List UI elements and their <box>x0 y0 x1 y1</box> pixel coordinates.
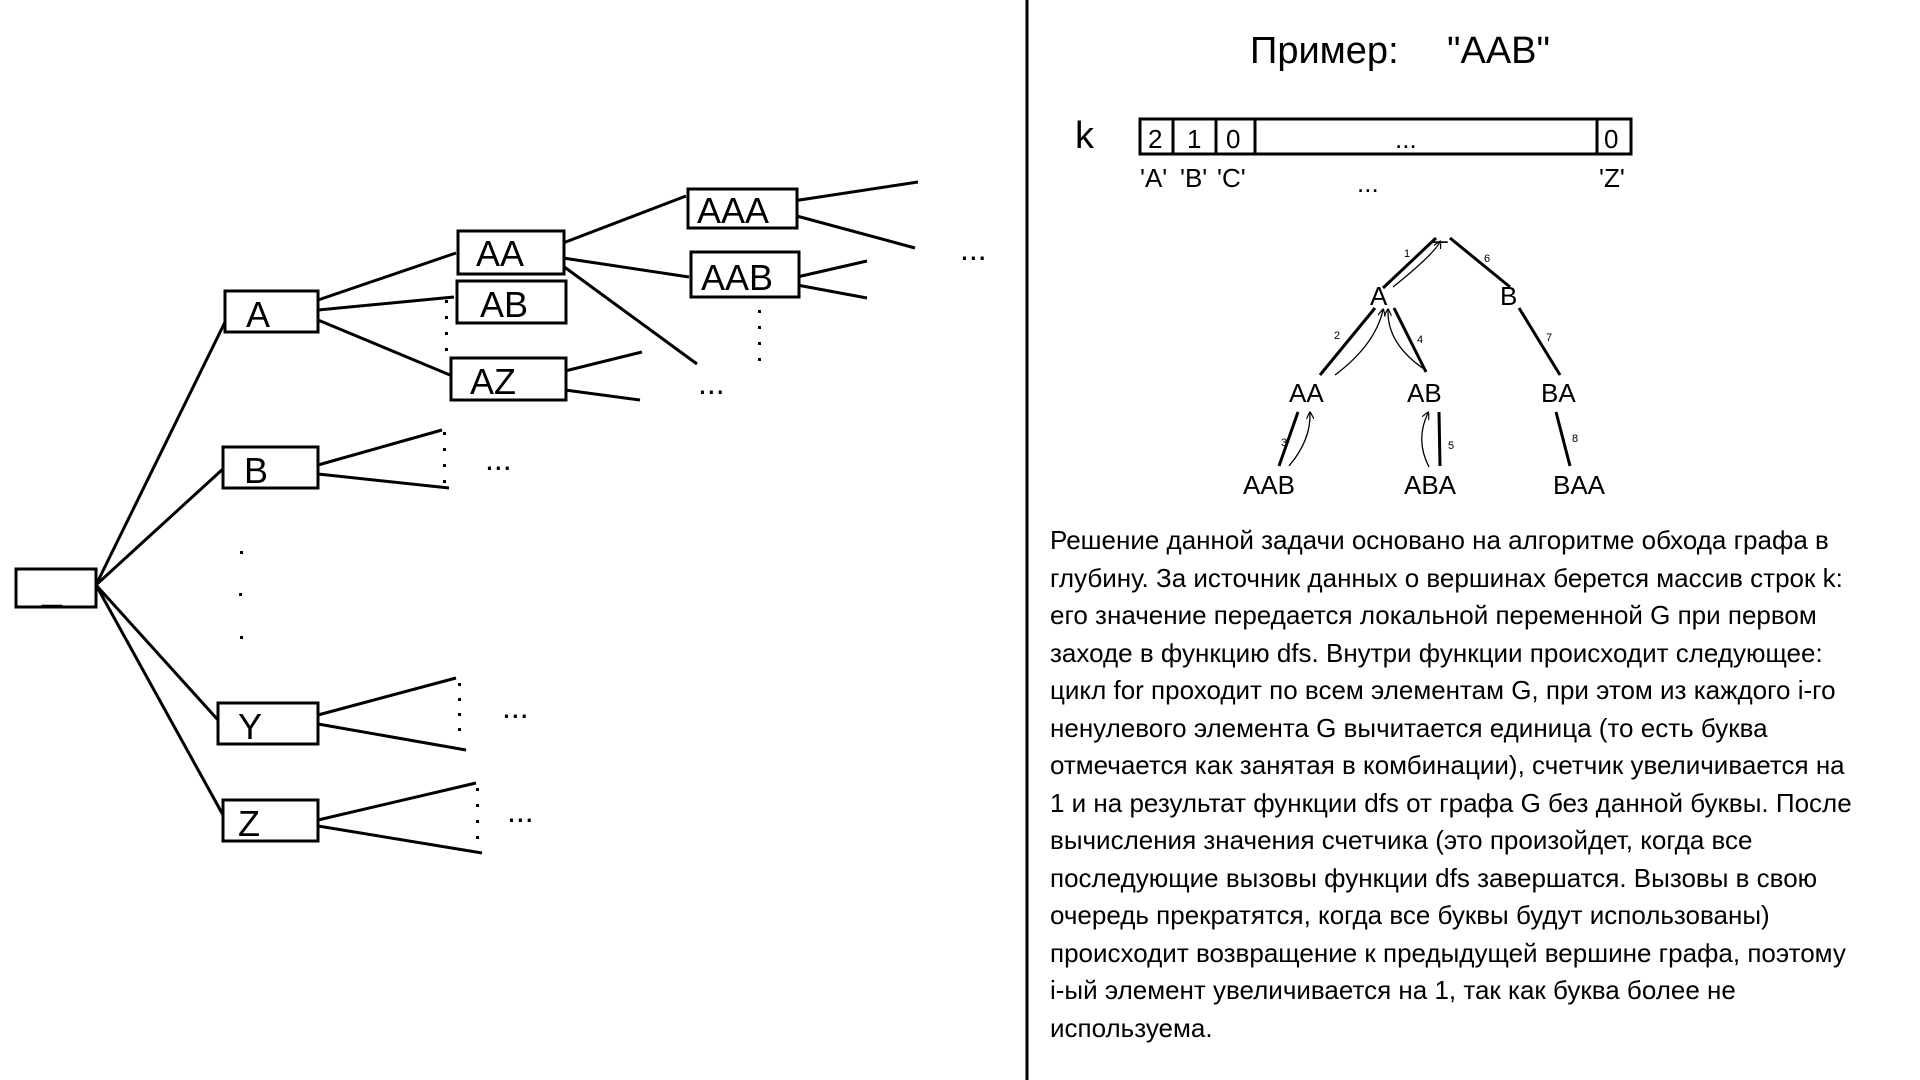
tree-node-aab-label: AAB <box>701 257 773 298</box>
dfs-edge-order-8: 8 <box>1572 433 1578 445</box>
tree-node-a-label: A <box>246 294 270 335</box>
description-line: очередь прекратятся, когда все буквы буд… <box>1050 900 1770 930</box>
tree-node-root-label: _ <box>41 567 63 608</box>
description-line: его значение передается локальной переме… <box>1050 600 1817 630</box>
tree-node-y-label: Y <box>238 706 262 747</box>
array-cell-b: 1 <box>1187 124 1201 154</box>
tree-node-aab <box>689 250 801 299</box>
index-label-b: 'B' <box>1180 163 1207 193</box>
tree-node-root <box>14 567 98 609</box>
description-line: i-ый элемент увеличивается на 1, так как… <box>1050 975 1736 1005</box>
description-line: происходит возвращение к предыдущей верш… <box>1050 937 1846 968</box>
index-label-a: 'A' <box>1140 163 1167 193</box>
example-value: "AAB" <box>1447 30 1550 72</box>
dfs-edge-order-7: 7 <box>1546 332 1552 344</box>
tree-node-a <box>223 289 320 334</box>
array-cell-a: 2 <box>1148 124 1162 154</box>
description-line: цикл for проходит по всем элементам G, п… <box>1050 675 1836 705</box>
tree-node-ab <box>455 279 568 325</box>
tree-ellipsis-aaa: ... <box>960 231 987 267</box>
array-cell-c: 0 <box>1226 124 1240 154</box>
tree-node-b-label: B <box>244 450 268 491</box>
dfs-edge-order-1: 1 <box>1404 248 1410 260</box>
description-line: ненулевого элемента G вычитается единица… <box>1050 712 1768 743</box>
dfs-node-root: _ <box>1432 214 1448 244</box>
tree-edges <box>94 180 919 855</box>
dfs-edge-order-4: 4 <box>1417 334 1423 346</box>
dfs-edge-order-2: 2 <box>1334 330 1340 342</box>
tree-ellipsis-b: ... <box>485 441 512 477</box>
index-ellipsis: ... <box>1357 168 1379 198</box>
tree-node-az-label: AZ <box>470 361 516 402</box>
tree-node-aa-label: AA <box>476 233 524 274</box>
description-line: Решение данной задачи основано на алгори… <box>1050 525 1829 555</box>
description-line: отмечается как занятая в комбинации), сч… <box>1050 750 1845 780</box>
array-k <box>1138 117 1633 156</box>
array-cell-z: 0 <box>1604 124 1618 154</box>
dfs-node-aab: AAB <box>1243 470 1295 500</box>
dfs-edge-order-3: 3 <box>1281 437 1287 449</box>
tree-node-aaa <box>686 187 799 230</box>
example-title: Пример: <box>1250 30 1399 72</box>
dfs-edge-order-6: 6 <box>1484 253 1490 265</box>
description-line: вычисления значения счетчика (это произо… <box>1050 825 1753 855</box>
tree-node-aa <box>456 229 566 276</box>
description-line: заходе в функцию dfs. Внутри функции про… <box>1050 637 1823 668</box>
tree-node-az <box>449 356 568 402</box>
tree-ellipsis-aa: ... <box>698 365 725 401</box>
tree-node-y <box>216 701 320 746</box>
dfs-return-arrows <box>1288 242 1440 468</box>
tree-ellipsis-y: ... <box>502 689 529 725</box>
description-text: Решение данной задачи основано на алгори… <box>1050 522 1910 1047</box>
tree-node-ab-label: AB <box>480 284 528 325</box>
array-cell-middle: ... <box>1395 124 1417 154</box>
tree-node-z-label: Z <box>238 803 260 844</box>
dfs-node-b: B <box>1500 281 1517 311</box>
dfs-tree-edges <box>1277 236 1572 467</box>
array-name: k <box>1075 115 1095 157</box>
dfs-node-aba: ABA <box>1404 470 1457 500</box>
dfs-node-ba: BA <box>1541 378 1576 408</box>
tree-vertical-dots <box>239 300 761 839</box>
dfs-node-a: A <box>1370 281 1388 311</box>
description-line: 1 и на результат функции dfs от графа G … <box>1050 787 1852 818</box>
tree-node-b <box>221 445 320 490</box>
dfs-node-ab: AB <box>1407 378 1442 408</box>
tree-node-z <box>221 798 320 843</box>
description-line: глубину. За источник данных о вершинах б… <box>1050 562 1843 593</box>
description-line: используема. <box>1050 1012 1213 1043</box>
tree-node-aaa-label: AAA <box>697 190 769 231</box>
index-label-z: 'Z' <box>1599 163 1625 193</box>
tree-ellipsis-z: ... <box>507 793 534 829</box>
index-label-c: 'C' <box>1217 163 1246 193</box>
dfs-node-baa: BAA <box>1553 470 1606 500</box>
description-line: последующие вызовы функции dfs завершатс… <box>1050 862 1818 893</box>
dfs-edge-order-5: 5 <box>1448 440 1454 452</box>
dfs-node-aa: AA <box>1289 378 1324 408</box>
